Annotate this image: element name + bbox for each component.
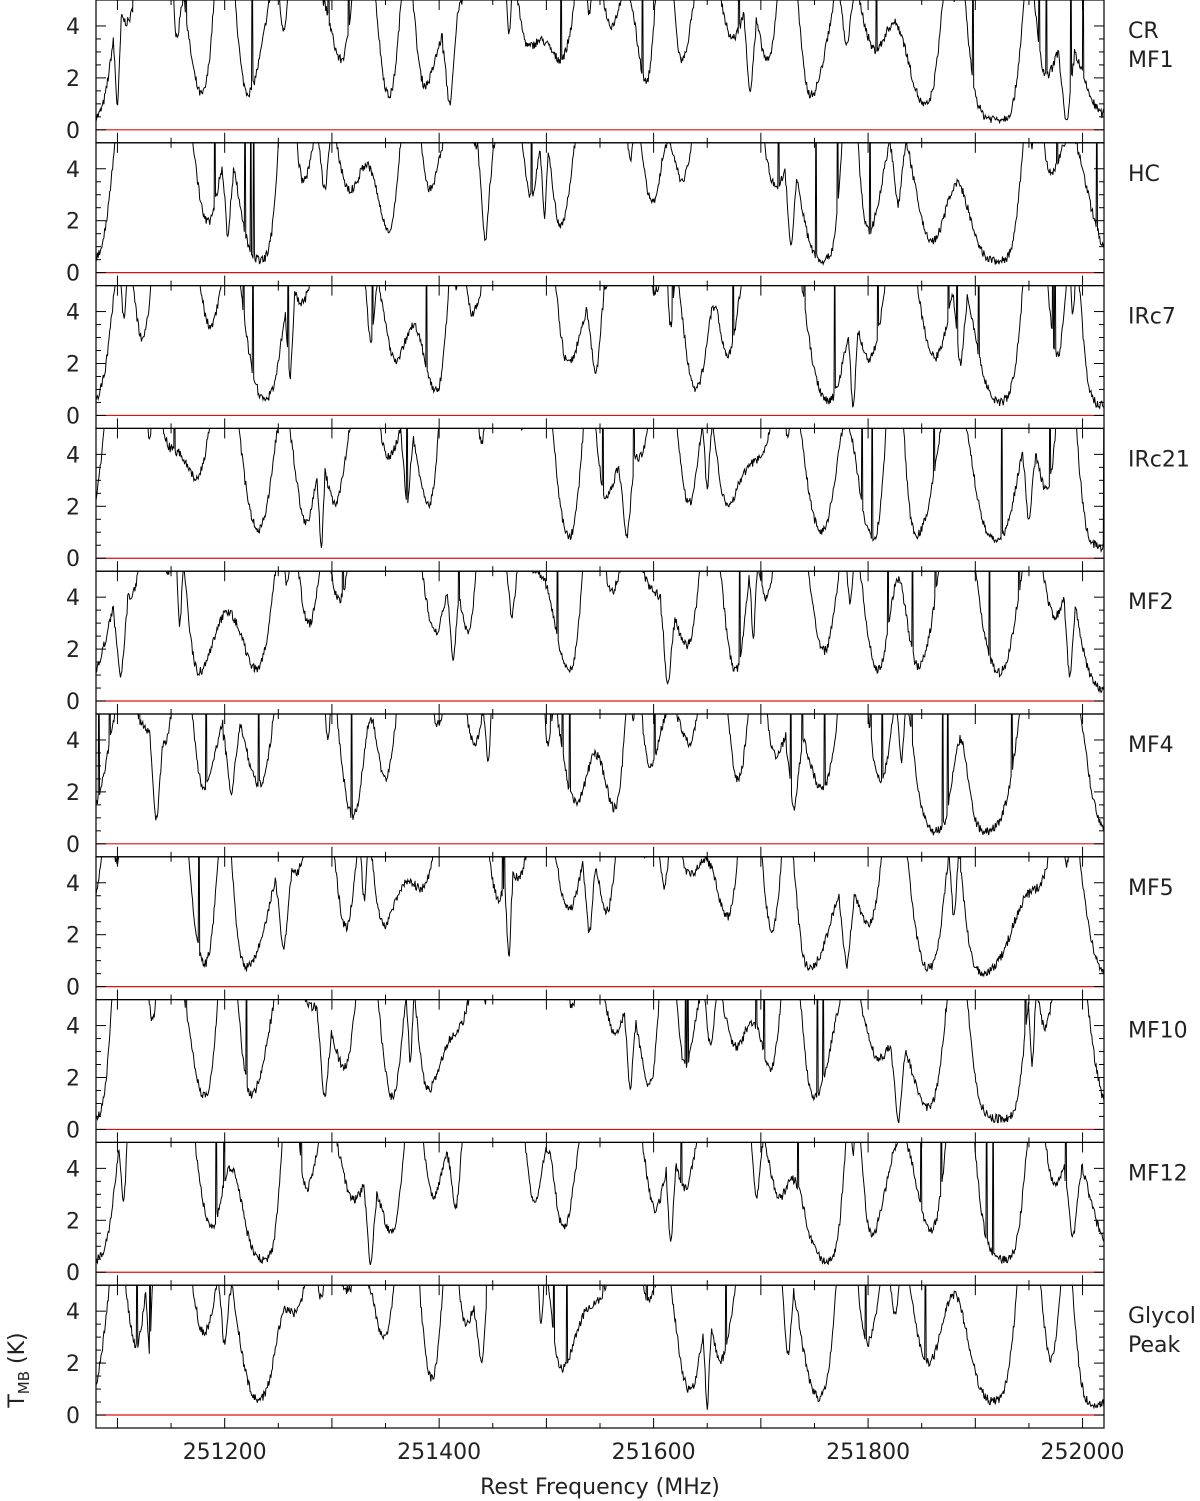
panel-frame-4 xyxy=(95,427,1105,572)
panel-3: 0 2 4 IRc7 xyxy=(66,285,1176,430)
spectrum-line-1 xyxy=(96,0,1104,125)
y-tick-label: 4 xyxy=(66,1300,80,1325)
panel-frame-1 xyxy=(95,0,1105,144)
x-tick-label: 251600 xyxy=(612,1440,696,1465)
y-tick-label: 4 xyxy=(66,729,80,754)
spectrum-line-10 xyxy=(96,1285,1104,1410)
panel-label-10: Peak xyxy=(1128,1333,1180,1358)
panel-label-7: MF5 xyxy=(1128,876,1174,901)
y-tick-label: 2 xyxy=(66,495,80,520)
spectrum-line-6 xyxy=(96,714,1104,836)
y-tick-label: 0 xyxy=(66,976,80,1001)
x-tick-label: 251800 xyxy=(826,1440,910,1465)
svg-text:TMB (K): TMB (K) xyxy=(5,1332,33,1408)
panel-label-9: MF12 xyxy=(1128,1161,1188,1186)
y-tick-label: 4 xyxy=(66,586,80,611)
panel-frame-2 xyxy=(95,142,1105,287)
panel-label-1: CR xyxy=(1128,19,1159,44)
spectrum-line-3 xyxy=(96,285,1104,411)
panel-label-3: IRc7 xyxy=(1128,305,1176,330)
spectrum-line-7 xyxy=(96,856,1104,978)
y-tick-label: 0 xyxy=(66,1118,80,1143)
x-tick-label: 252000 xyxy=(1041,1440,1125,1465)
y-tick-label: 2 xyxy=(66,1066,80,1091)
panel-6: 0 2 4 MF4 xyxy=(66,713,1174,858)
panel-frame-7 xyxy=(95,856,1105,1001)
y-tick-label: 0 xyxy=(66,1404,80,1429)
y-tick-label: 4 xyxy=(66,1015,80,1040)
y-tick-label: 0 xyxy=(66,690,80,715)
panel-frame-6 xyxy=(95,713,1105,858)
panel-8: 0 2 4 MF10 xyxy=(66,998,1188,1143)
panel-label-6: MF4 xyxy=(1128,733,1174,758)
panel-label-2: HC xyxy=(1128,162,1160,187)
y-tick-label: 4 xyxy=(66,1157,80,1182)
y-tick-label: 2 xyxy=(66,638,80,663)
y-tick-label: 2 xyxy=(66,352,80,377)
y-tick-label: 2 xyxy=(66,924,80,949)
panel-label-1: MF1 xyxy=(1128,48,1174,73)
y-tick-label: 4 xyxy=(66,443,80,468)
panel-label-5: MF2 xyxy=(1128,590,1174,615)
y-axis-label: TMB (K) xyxy=(5,1332,33,1408)
x-axis-label: Rest Frequency (MHz) xyxy=(480,1475,720,1500)
x-axis: 251200 251400 251600 251800 252000 xyxy=(183,1440,1125,1465)
panel-9: 0 2 4 MF12 xyxy=(66,1141,1188,1286)
y-tick-label: 0 xyxy=(66,1261,80,1286)
y-tick-label: 4 xyxy=(66,301,80,326)
panel-label-8: MF10 xyxy=(1128,1019,1188,1044)
panel-label-4: IRc21 xyxy=(1128,447,1190,472)
y-tick-label: 0 xyxy=(66,833,80,858)
x-tick-label: 251400 xyxy=(397,1440,481,1465)
spectrum-line-9 xyxy=(96,1142,1104,1266)
y-tick-label: 2 xyxy=(66,1352,80,1377)
spectrum-line-2 xyxy=(96,142,1104,266)
y-tick-label: 0 xyxy=(66,547,80,572)
y-tick-label: 0 xyxy=(66,404,80,429)
y-tick-label: 4 xyxy=(66,158,80,183)
panel-frame-3 xyxy=(95,285,1105,430)
y-tick-label: 2 xyxy=(66,210,80,235)
panel-7: 0 2 4 MF5 xyxy=(66,856,1174,1001)
spectrum-line-5 xyxy=(96,571,1104,694)
spectrum-line-4 xyxy=(96,428,1104,553)
y-tick-label: 2 xyxy=(66,781,80,806)
panel-frame-5 xyxy=(95,570,1105,715)
panel-frame-9 xyxy=(95,1141,1105,1286)
x-tick-label: 251200 xyxy=(183,1440,267,1465)
panel-1: 0 2 4 CR MF1 xyxy=(66,0,1174,144)
panel-10: 0 2 4 Glycol Peak xyxy=(66,1284,1196,1429)
y-tick-label: 4 xyxy=(66,15,80,40)
y-tick-label: 0 xyxy=(66,262,80,287)
panel-label-10: Glycol xyxy=(1128,1304,1196,1329)
y-tick-label: 0 xyxy=(66,119,80,144)
y-tick-label: 4 xyxy=(66,872,80,897)
panel-frame-10 xyxy=(95,1284,1105,1429)
y-tick-label: 2 xyxy=(66,1209,80,1234)
y-tick-label: 2 xyxy=(66,67,80,92)
spectrum-line-8 xyxy=(96,999,1104,1124)
panel-4: 0 2 4 IRc21 xyxy=(66,427,1190,572)
panel-2: 0 2 4 HC xyxy=(66,142,1160,287)
